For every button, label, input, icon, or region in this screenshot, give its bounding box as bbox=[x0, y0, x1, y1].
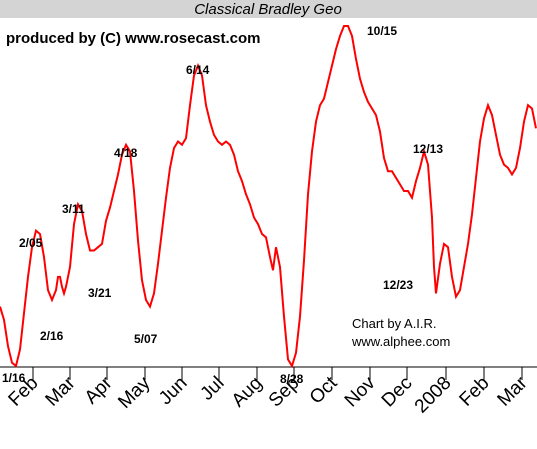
turning-point-label: 1/16 bbox=[2, 371, 26, 385]
title-bar bbox=[0, 0, 537, 18]
turning-point-label: 5/07 bbox=[134, 332, 158, 346]
x-ticks bbox=[32, 367, 523, 380]
turning-point-label: 2/05 bbox=[19, 236, 43, 250]
series-line bbox=[0, 25, 537, 369]
turning-point-label: 10/15 bbox=[367, 24, 397, 38]
chart-credit-line1: Chart by A.I.R. bbox=[352, 316, 437, 331]
chart-title: Classical Bradley Geo bbox=[194, 1, 342, 18]
turning-point-label: 3/21 bbox=[88, 286, 112, 300]
turning-point-label: 6/14 bbox=[186, 63, 210, 77]
producer-credit: produced by (C) www.rosecast.com bbox=[6, 30, 261, 47]
turning-point-label: 4/18 bbox=[114, 146, 138, 160]
turning-point-labels: 1/16 2/05 2/16 3/11 3/21 4/18 5/07 6/14 8/28 10/1… bbox=[2, 24, 443, 386]
chart-credit-line2: www.alphee.com bbox=[351, 334, 450, 349]
turning-point-label: 12/13 bbox=[413, 142, 443, 156]
turning-point-label: 8/28 bbox=[280, 372, 304, 386]
turning-point-label: 3/11 bbox=[62, 202, 85, 216]
turning-point-label: 12/23 bbox=[383, 278, 413, 292]
turning-point-label: 2/16 bbox=[40, 329, 64, 343]
